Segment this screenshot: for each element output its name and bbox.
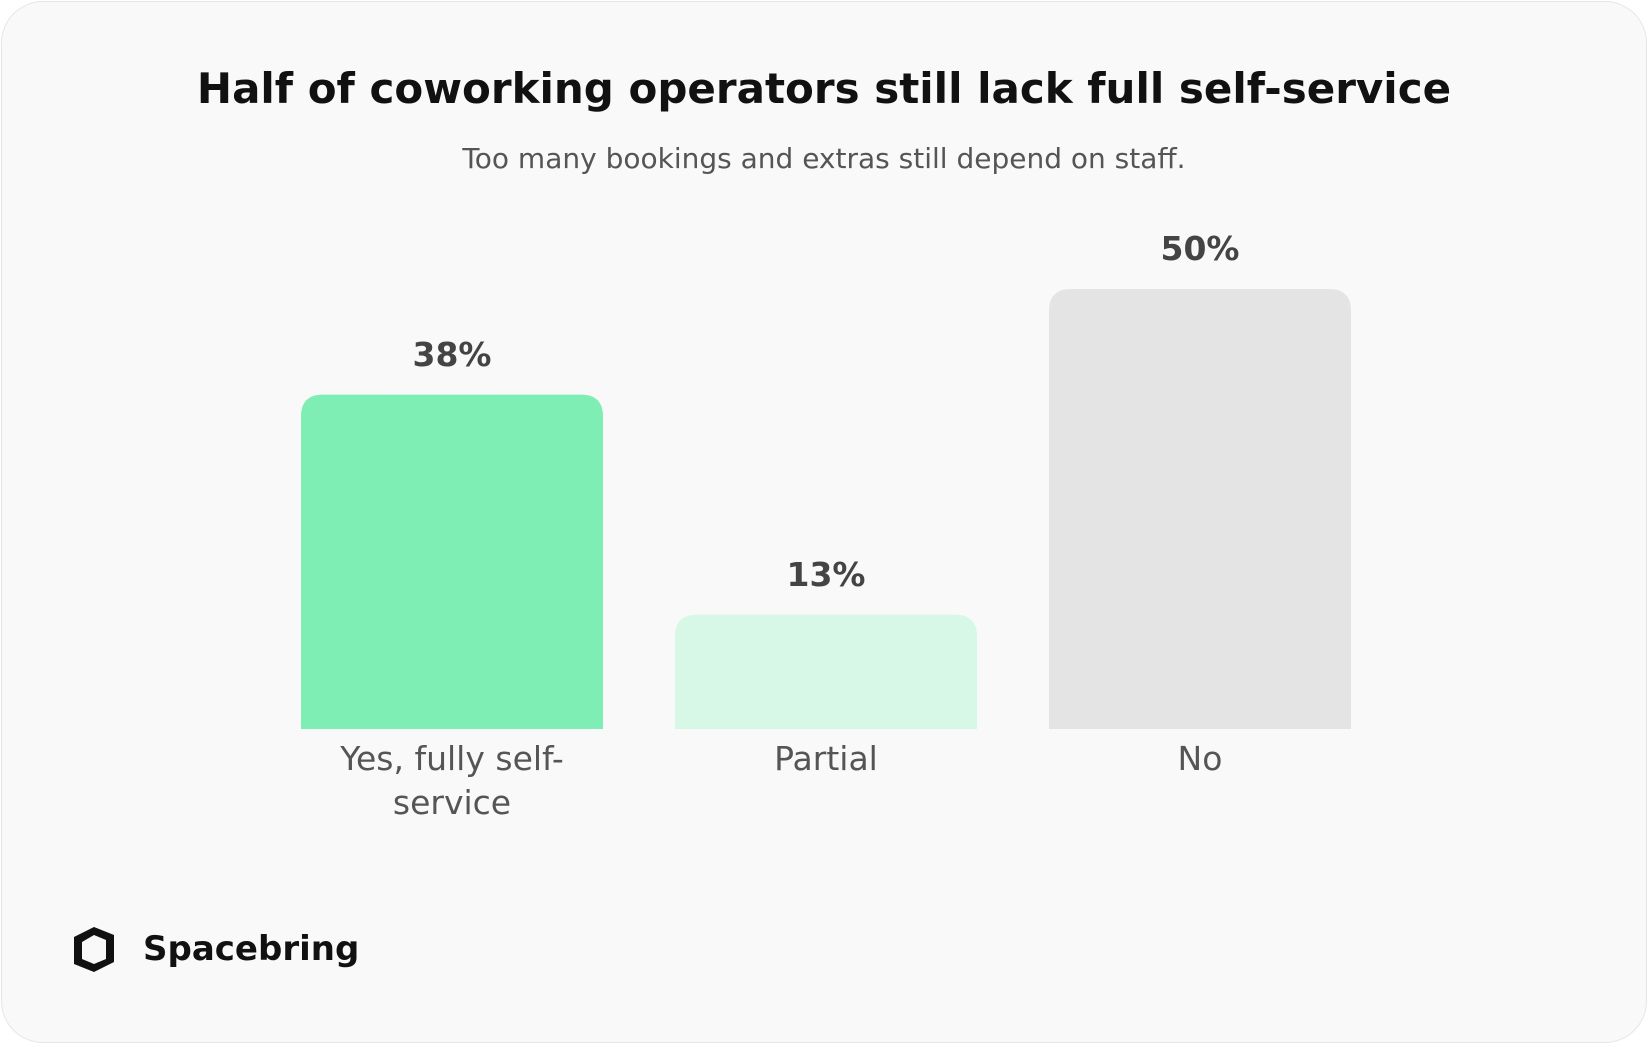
x-tick-label: Partial <box>774 739 878 778</box>
x-tick-label: No <box>1177 739 1223 778</box>
brand-name: Spacebring <box>143 929 360 969</box>
chart-title: Half of coworking operators still lack f… <box>196 64 1452 113</box>
value-label: 50% <box>1160 229 1240 268</box>
chart-subtitle: Too many bookings and extras still depen… <box>462 142 1186 175</box>
value-label: 38% <box>412 334 492 374</box>
value-label: 13% <box>786 554 866 594</box>
bar <box>301 394 603 729</box>
bar <box>675 614 977 729</box>
x-tick-label: Yes, fully self-service <box>340 739 564 822</box>
bar <box>1049 289 1351 729</box>
brand-logo <box>74 927 114 972</box>
